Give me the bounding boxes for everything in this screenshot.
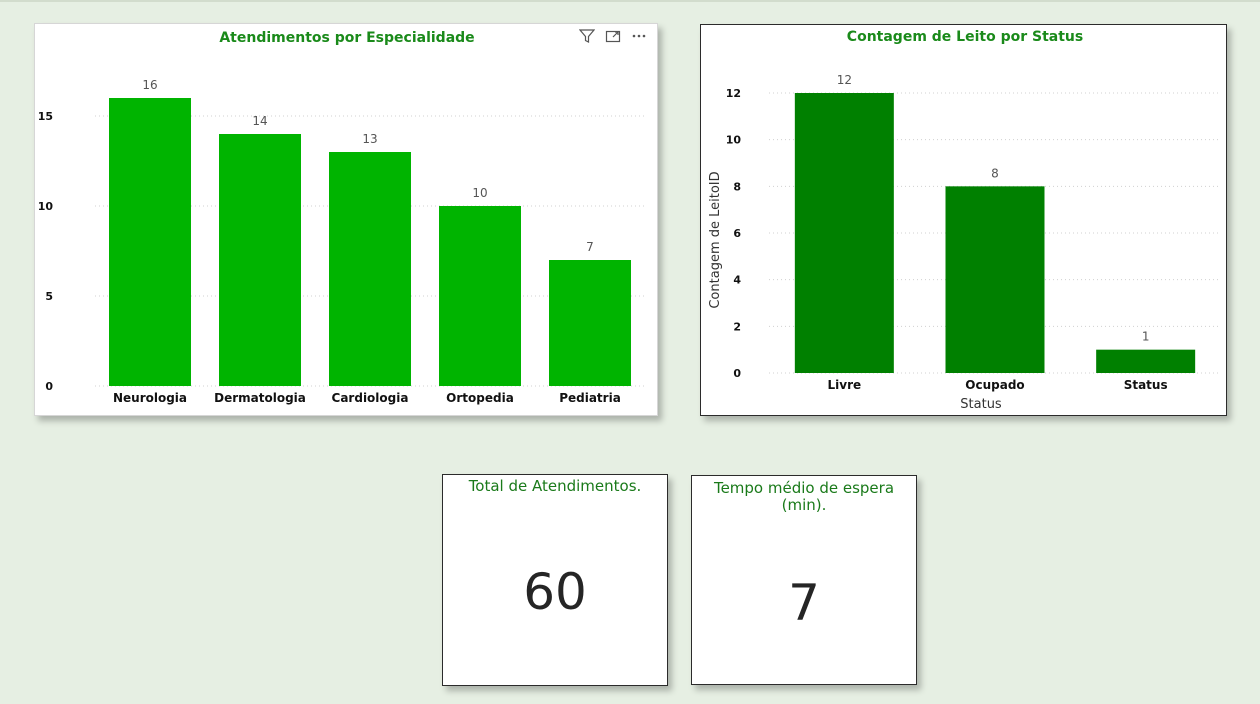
chart-atendimentos-card[interactable]: Atendimentos por Especialidade 0 5 10 15 16 N…	[34, 23, 658, 416]
especialidade-data-label-dermatologia: 14	[252, 114, 267, 128]
kpi-total-title: Total de Atendimentos.	[468, 477, 642, 495]
chart-leito-card[interactable]: Contagem de Leito por Status Status Cont…	[700, 24, 1227, 416]
leito-category-ocupado: Ocupado	[965, 378, 1024, 392]
chart-leito-ylabel: Contagem de LeitoID	[708, 171, 723, 308]
kpi-tempo-title-line1: Tempo médio de espera	[713, 479, 895, 497]
chart-leito-svg: Contagem de Leito por Status Status Cont…	[708, 29, 1221, 412]
filter-icon[interactable]	[578, 28, 596, 48]
leito-category-status: Status	[1124, 378, 1168, 392]
especialidade-bar-pediatria[interactable]	[549, 260, 631, 386]
especialidade-category-ortopedia: Ortopedia	[446, 391, 514, 405]
leito-ytick-12: 12	[726, 87, 741, 100]
leito-data-label-livre: 12	[837, 73, 852, 87]
kpi-total-value: 60	[523, 563, 587, 621]
especialidade-ytick-0: 0	[45, 380, 53, 393]
leito-bar-livre[interactable]	[794, 93, 894, 373]
especialidade-category-neurologia: Neurologia	[113, 391, 187, 405]
especialidade-category-cardiologia: Cardiologia	[332, 391, 409, 405]
especialidade-data-label-neurologia: 16	[142, 78, 157, 92]
chart-leito-xlabel: Status	[960, 397, 1002, 412]
leito-bar-ocupado[interactable]	[945, 186, 1045, 373]
leito-ytick-10: 10	[726, 134, 742, 147]
especialidade-ytick-10: 10	[38, 200, 54, 213]
more-options-icon[interactable]	[631, 28, 647, 48]
leito-ytick-4: 4	[733, 274, 741, 287]
leito-data-label-ocupado: 8	[991, 166, 999, 180]
especialidade-bar-cardiologia[interactable]	[329, 152, 411, 386]
leito-ytick-6: 6	[733, 227, 741, 240]
kpi-total-atendimentos[interactable]: Total de Atendimentos. 60	[442, 474, 668, 686]
leito-ytick-2: 2	[733, 320, 741, 333]
especialidade-data-label-cardiologia: 13	[362, 132, 377, 146]
kpi-tempo-medio[interactable]: Tempo médio de espera (min). 7	[691, 475, 917, 685]
especialidade-ytick-15: 15	[38, 110, 53, 123]
focus-mode-icon[interactable]	[605, 28, 621, 48]
chart-leito-title: Contagem de Leito por Status	[847, 29, 1083, 45]
leito-ytick-8: 8	[733, 180, 741, 193]
especialidade-data-label-pediatria: 7	[586, 240, 594, 254]
leito-ytick-0: 0	[733, 367, 741, 380]
especialidade-ytick-5: 5	[45, 290, 53, 303]
visual-header	[578, 28, 647, 48]
especialidade-category-dermatologia: Dermatologia	[214, 391, 306, 405]
especialidade-bar-neurologia[interactable]	[109, 98, 191, 386]
especialidade-data-label-ortopedia: 10	[472, 186, 487, 200]
especialidade-bar-dermatologia[interactable]	[219, 134, 301, 386]
chart-atendimentos-svg: Atendimentos por Especialidade 0 5 10 15 16 N…	[38, 30, 645, 405]
chart-atendimentos-title: Atendimentos por Especialidade	[219, 30, 474, 46]
especialidade-category-pediatria: Pediatria	[559, 391, 621, 405]
leito-data-label-status: 1	[1142, 330, 1150, 344]
especialidade-bar-ortopedia[interactable]	[439, 206, 521, 386]
kpi-tempo-value: 7	[788, 574, 820, 632]
top-divider	[0, 0, 1260, 2]
leito-category-livre: Livre	[828, 378, 862, 392]
kpi-tempo-title-line2: (min).	[781, 496, 827, 514]
leito-bar-status[interactable]	[1096, 349, 1196, 373]
